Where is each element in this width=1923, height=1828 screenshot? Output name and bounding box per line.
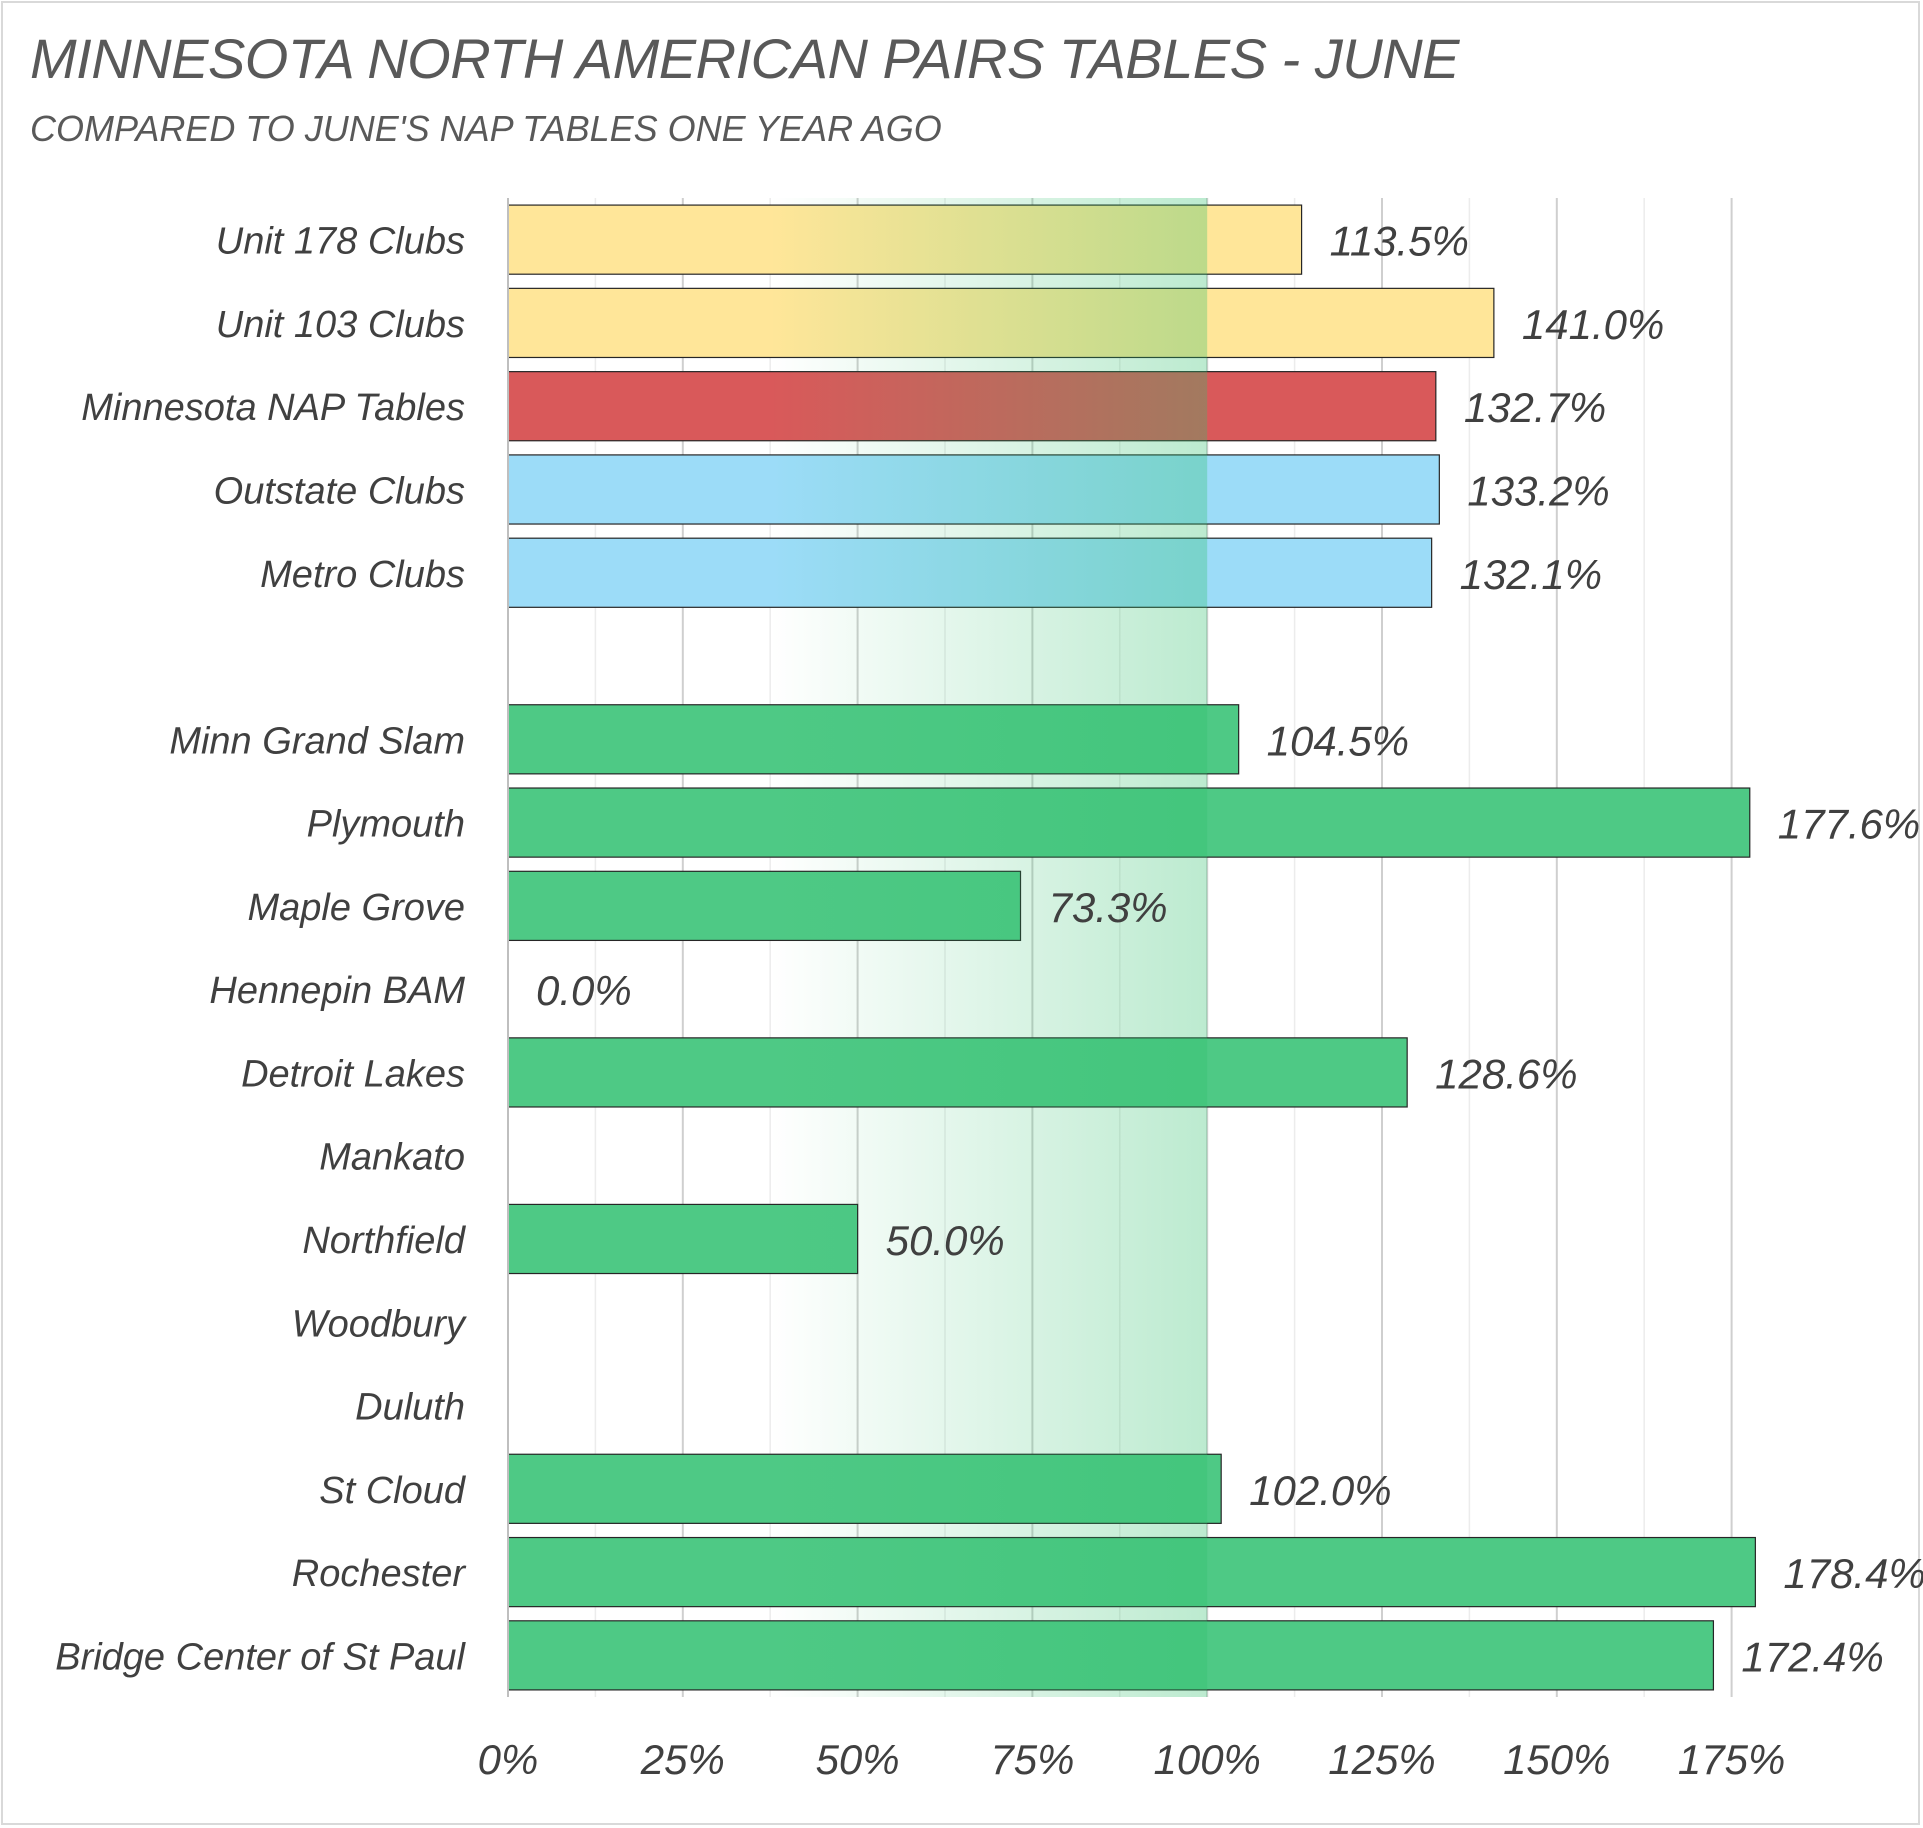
category-label: Minn Grand Slam — [169, 720, 465, 762]
category-label: Detroit Lakes — [241, 1053, 465, 1095]
data-label: 141.0% — [1522, 301, 1664, 348]
x-tick-label: 150% — [1503, 1736, 1610, 1783]
axes: Unit 178 Clubs 113.5% Unit 103 Clubs 141.0%… — [55, 198, 1923, 1783]
category-label: Mankato — [319, 1137, 465, 1179]
data-label: 172.4% — [1741, 1633, 1883, 1680]
category-label: Duluth — [355, 1387, 465, 1429]
x-tick-label: 125% — [1328, 1736, 1435, 1783]
category-label: Northfield — [302, 1220, 466, 1262]
data-label: 0.0% — [536, 967, 632, 1014]
highlight-band — [770, 198, 1208, 1697]
x-tick-label: 50% — [816, 1736, 900, 1783]
x-tick-label: 75% — [990, 1736, 1074, 1783]
data-label: 102.0% — [1249, 1467, 1391, 1514]
category-label: Unit 103 Clubs — [216, 304, 465, 346]
data-label: 132.7% — [1464, 384, 1606, 431]
category-label: Plymouth — [307, 804, 465, 846]
data-label: 128.6% — [1435, 1050, 1577, 1097]
category-label: Maple Grove — [247, 887, 465, 929]
category-label: Hennepin BAM — [209, 970, 465, 1012]
category-label: Bridge Center of St Paul — [55, 1636, 466, 1678]
category-label: Minnesota NAP Tables — [81, 387, 465, 429]
category-label: Metro Clubs — [260, 554, 465, 596]
category-label: Outstate Clubs — [214, 470, 465, 512]
data-label: 104.5% — [1267, 717, 1409, 764]
chart-subtitle: COMPARED TO JUNE'S NAP TABLES ONE YEAR A… — [30, 108, 942, 149]
x-tick-label: 25% — [640, 1736, 725, 1783]
data-label: 133.2% — [1467, 467, 1609, 514]
highlight-band-rect — [770, 198, 1208, 1697]
data-label: 177.6% — [1778, 801, 1920, 848]
data-label: 113.5% — [1330, 218, 1469, 265]
data-label: 132.1% — [1460, 551, 1602, 598]
data-label: 178.4% — [1783, 1550, 1923, 1597]
x-tick-label: 100% — [1153, 1736, 1260, 1783]
x-tick-label: 0% — [478, 1736, 539, 1783]
chart-title: MINNESOTA NORTH AMERICAN PAIRS TABLES - … — [30, 27, 1460, 90]
category-label: Woodbury — [292, 1303, 467, 1345]
data-label: 50.0% — [886, 1217, 1005, 1264]
x-tick-label: 175% — [1678, 1736, 1785, 1783]
category-label: St Cloud — [319, 1470, 467, 1512]
category-label: Unit 178 Clubs — [216, 221, 465, 263]
data-label: 73.3% — [1049, 884, 1168, 931]
category-label: Rochester — [292, 1553, 467, 1595]
